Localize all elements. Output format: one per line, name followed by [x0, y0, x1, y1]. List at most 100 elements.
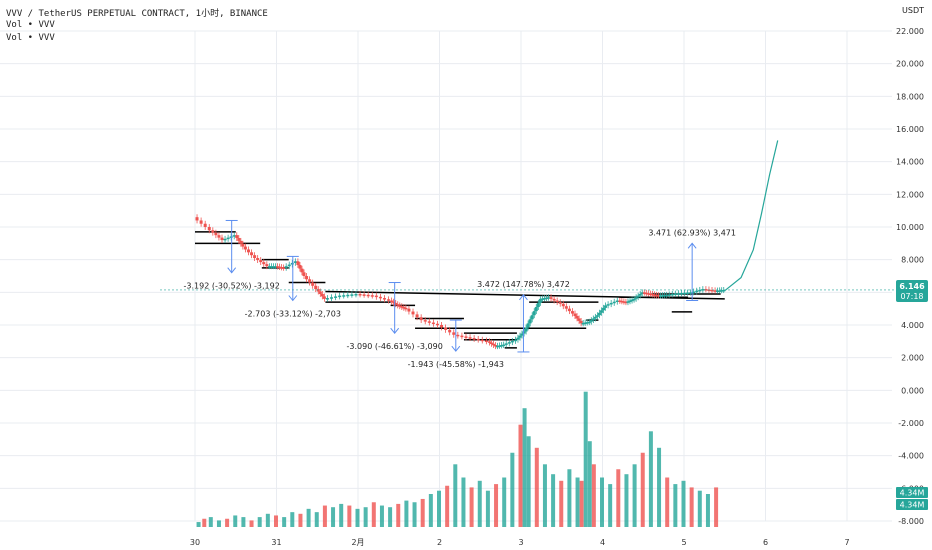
volume-bar [404, 500, 409, 527]
candle-body [720, 290, 724, 292]
candle-body [555, 300, 559, 303]
candle-body [239, 240, 243, 244]
candle-body [226, 237, 230, 240]
candle-body [570, 311, 574, 314]
candle-body [346, 294, 350, 297]
candle-body [322, 296, 326, 299]
candle-body [415, 314, 419, 318]
volume-bar [388, 507, 393, 527]
volume-bar [216, 520, 221, 527]
volume-bar [453, 464, 458, 527]
volume-bar [559, 480, 564, 527]
candle-body [663, 294, 667, 297]
candle-body [630, 299, 634, 302]
candle-body [510, 340, 514, 343]
candle-body [298, 264, 302, 269]
candle-body [253, 255, 257, 259]
candle-body [722, 289, 726, 292]
candle-body [444, 327, 448, 330]
candle-body [542, 298, 546, 300]
volume-bar [412, 502, 417, 527]
measure-label: -3.090 (-46.61%) -3,090 [347, 342, 443, 351]
candle-body [597, 312, 601, 316]
volume-bar [437, 490, 441, 527]
grid [0, 30, 892, 522]
volume-bar [579, 480, 584, 527]
candle-body [530, 315, 534, 320]
volume-bar [591, 464, 596, 527]
candle-body [491, 343, 495, 346]
candle-body [358, 293, 362, 296]
volume-bar [518, 424, 523, 527]
price-badge [896, 279, 928, 302]
candle-body [595, 315, 599, 317]
x-tick-label: 5 [681, 538, 686, 547]
volume-indicator-label-2: Vol • VVV [6, 33, 55, 43]
candle-body [524, 327, 528, 332]
volume-bar [697, 490, 702, 527]
candle-body [243, 246, 247, 250]
volume-bar [632, 464, 637, 527]
candle-body [278, 266, 282, 269]
candle-body [287, 264, 291, 267]
x-tick-label: 7 [844, 538, 849, 547]
volume-bar [461, 477, 466, 527]
measure-label: 3.472 (147.78%) 3,472 [477, 280, 570, 289]
volume-bar [587, 441, 592, 527]
candle-body [516, 337, 520, 340]
volume-bar [583, 391, 588, 527]
candle-body [618, 300, 622, 302]
volume-bar [331, 507, 336, 527]
candle-body [583, 322, 587, 325]
candle-body [468, 337, 472, 339]
candle-body [320, 293, 324, 297]
candle-body [713, 290, 717, 292]
volume-bar [257, 517, 262, 527]
volume-bar [510, 452, 515, 527]
volume-badge [896, 487, 928, 498]
volume-bar [396, 503, 401, 527]
candle-body [314, 285, 318, 290]
candle-body [522, 331, 526, 334]
x-tick-label: 2月 [351, 538, 364, 547]
volume-bar [371, 502, 376, 527]
candle-body [593, 316, 597, 319]
candle-body [646, 293, 650, 295]
candle-body [577, 318, 581, 321]
candle-body [262, 262, 266, 265]
candle-body [615, 300, 619, 302]
candle-body [338, 295, 342, 298]
candle-body [246, 249, 250, 253]
candle-body [612, 301, 616, 304]
candle-body [581, 322, 585, 325]
volume-bar [681, 480, 686, 527]
volume-bar [494, 484, 499, 527]
candle-body [547, 297, 551, 299]
volume-indicator-label: Vol • VVV [6, 20, 55, 30]
volume-bar [202, 518, 207, 527]
y-tick-label: 10.000 [896, 223, 924, 232]
volume-bar [355, 508, 360, 527]
candle-body [710, 289, 714, 292]
volume-bar [314, 512, 319, 527]
y-tick-label: 8.000 [901, 256, 924, 265]
volume-bar [624, 474, 629, 527]
candle-body [203, 223, 207, 227]
candle-body [305, 276, 309, 280]
volume-bar [657, 447, 662, 527]
y-tick-label: 22.000 [896, 27, 924, 36]
volume-bar [477, 480, 482, 527]
volume-bar [363, 507, 368, 527]
candle-body [207, 227, 211, 231]
candle-body [518, 335, 522, 338]
candle-body [354, 293, 358, 296]
candle-body [316, 289, 320, 292]
y-tick-label: 2.000 [901, 354, 924, 363]
candle-body [396, 304, 400, 306]
candle-body [676, 293, 680, 295]
candle-body [229, 236, 233, 238]
x-tick-label: 2 [437, 538, 442, 547]
candle-body [648, 293, 652, 296]
